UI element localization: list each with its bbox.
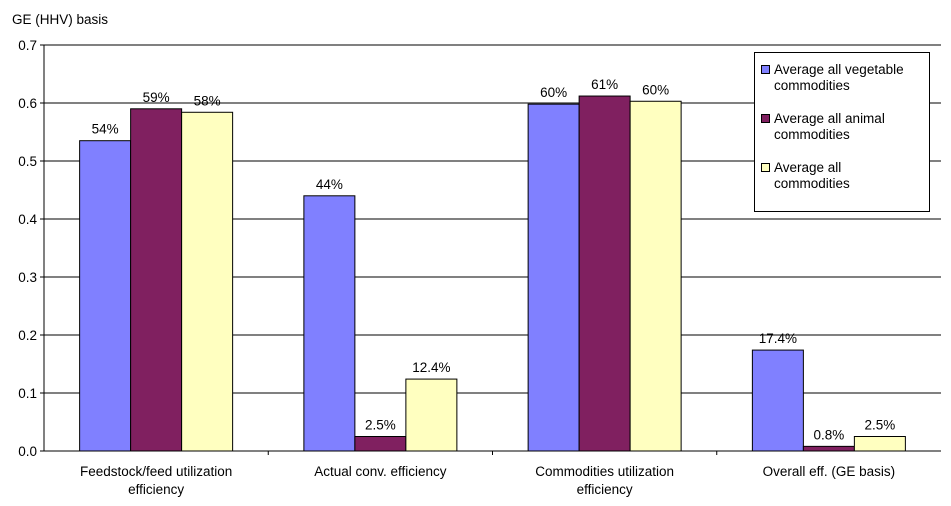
data-label: 61% xyxy=(591,77,618,92)
data-label: 60% xyxy=(540,85,567,100)
y-tick-label: 0.0 xyxy=(18,444,37,459)
data-label: 0.8% xyxy=(813,427,844,442)
data-label: 2.5% xyxy=(365,418,396,433)
data-label: 17.4% xyxy=(759,331,797,346)
legend-swatch xyxy=(761,114,770,123)
x-tick-label: Actual conv. efficiency xyxy=(314,464,447,479)
bar xyxy=(578,95,631,452)
y-axis-title: GE (HHV) basis xyxy=(12,12,108,27)
bar xyxy=(751,349,804,452)
bars xyxy=(79,95,906,452)
bar xyxy=(354,436,407,452)
bar xyxy=(527,103,580,452)
bar xyxy=(802,445,855,452)
x-tick-label: Feedstock/feed utilization efficiency xyxy=(80,464,232,497)
legend-swatch xyxy=(761,65,770,74)
y-tick-label: 0.3 xyxy=(18,270,37,285)
data-label: 58% xyxy=(194,93,221,108)
bar xyxy=(629,100,682,452)
legend-label: Average all animal commodities xyxy=(774,111,885,142)
y-tick-label: 0.5 xyxy=(18,154,37,169)
legend-swatch xyxy=(761,163,770,172)
y-tick-label: 0.1 xyxy=(18,386,37,401)
bar xyxy=(130,108,183,452)
axes: 0.0 0.1 0.2 0.3 0.4 0.5 0.6 0.7 Feedstock/feed u… xyxy=(18,38,941,497)
data-labels: 54% 59% 58% 44% 2.5% 12.4% 60% 61% 60% 17.4% 0.8% 2… xyxy=(92,77,896,442)
data-label: 60% xyxy=(642,82,669,97)
y-tick-label: 0.6 xyxy=(18,96,37,111)
bar xyxy=(79,140,132,452)
x-tick-label: Commodities utilization efficiency xyxy=(535,464,674,497)
bar xyxy=(181,111,234,452)
x-tick-label: Overall eff. (GE basis) xyxy=(763,464,896,479)
y-tick-label: 0.2 xyxy=(18,328,37,343)
bar xyxy=(405,378,458,452)
data-label: 12.4% xyxy=(412,360,450,375)
bar xyxy=(303,195,356,452)
data-label: 54% xyxy=(92,122,119,137)
legend-label: Average all vegetable commodities xyxy=(774,62,904,93)
legend: Average all vegetable commodities Average … xyxy=(754,52,930,212)
legend-label: Average all commodities xyxy=(774,160,850,191)
data-label: 2.5% xyxy=(864,418,895,433)
data-label: 59% xyxy=(143,90,170,105)
y-tick-label: 0.7 xyxy=(18,38,37,53)
data-label: 44% xyxy=(316,177,343,192)
y-tick-label: 0.4 xyxy=(18,212,37,227)
bar xyxy=(853,436,906,452)
